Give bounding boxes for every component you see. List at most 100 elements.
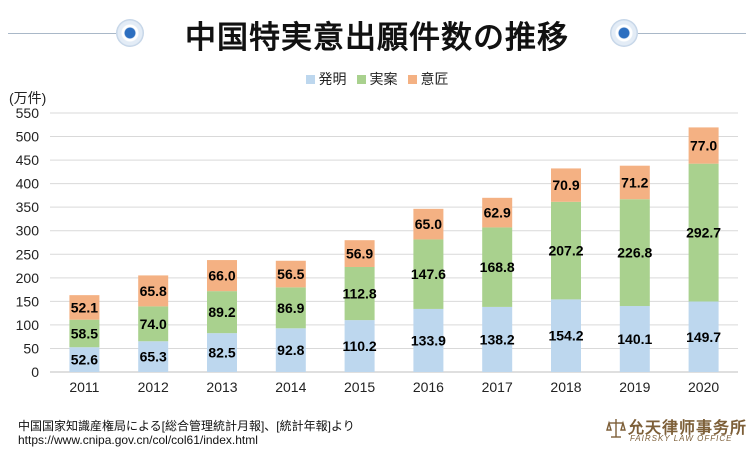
data-label-2012-series-2: 65.8 (140, 283, 167, 299)
data-label-2017-series-2: 62.9 (484, 205, 511, 221)
header: 中国特実意出願件数の推移 (0, 0, 754, 66)
data-label-2016-series-0: 133.9 (411, 332, 446, 348)
y-tick-label-400: 400 (16, 176, 40, 192)
y-tick-label-100: 100 (16, 317, 40, 333)
data-label-2015-series-0: 110.2 (342, 338, 376, 354)
legend-label-2: 意匠 (420, 71, 449, 87)
legend-label-0: 発明 (318, 71, 347, 87)
y-tick-label-250: 250 (16, 246, 40, 262)
bar-2017-series-2 (482, 197, 513, 228)
bar-2011-series-0 (69, 347, 100, 372)
firm-name-english: FAIRSKY LAW OFFICE (630, 434, 733, 443)
data-label-2015-series-2: 56.9 (346, 246, 373, 262)
bar-2012-series-0 (138, 341, 169, 372)
data-label-2017-series-0: 138.2 (480, 331, 515, 347)
bar-2014-series-0 (275, 328, 306, 372)
bar-2020-series-0 (688, 301, 719, 372)
source-url: https://www.cnipa.gov.cn/col/col61/index… (18, 433, 258, 447)
title-bullet-right-icon (610, 19, 638, 47)
data-label-2013-series-2: 66.0 (208, 268, 235, 284)
y-tick-label-300: 300 (16, 223, 40, 239)
bar-2019-series-0 (619, 306, 650, 372)
firm-logo: 允天律师事务所 FAIRSKY LAW OFFICE (606, 414, 748, 444)
bar-2020-series-1 (688, 163, 719, 302)
data-label-2018-series-1: 207.2 (548, 243, 583, 259)
bar-2013-series-0 (207, 333, 237, 372)
legend-swatch-1 (356, 75, 366, 84)
bar-2013-series-2 (207, 260, 237, 292)
stacked-bar-chart: 0 50 100 150 200 250 300 350 400 450 500 550 52.6 58.… (16, 105, 738, 395)
bar-2013-series-1 (207, 291, 237, 334)
legend-item-0: 発明 (305, 69, 347, 89)
legend-item-1: 実案 (356, 69, 398, 89)
x-tick-label-2014: 2014 (275, 379, 306, 395)
x-tick-label-2012: 2012 (138, 379, 169, 395)
data-label-2018-series-0: 154.2 (548, 328, 583, 344)
firm-name: 允天律师事务所 (628, 420, 748, 437)
bar-2019-series-1 (619, 199, 650, 307)
bar-2012-series-2 (138, 275, 169, 307)
data-label-2016-series-2: 65.0 (415, 216, 442, 232)
data-label-2015-series-1: 112.8 (342, 286, 376, 302)
data-label-2014-series-1: 86.9 (277, 300, 304, 316)
x-tick-label-2019: 2019 (619, 379, 650, 395)
legend-item-2: 意匠 (407, 69, 449, 89)
x-tick-label-2020: 2020 (688, 379, 719, 395)
bar-2016-series-0 (413, 308, 444, 372)
data-label-2014-series-2: 56.5 (277, 266, 304, 282)
bar-2016-series-2 (413, 208, 444, 240)
title-divider-right (638, 33, 746, 34)
data-label-2011-series-0: 52.6 (71, 352, 98, 368)
y-tick-label-200: 200 (16, 270, 40, 286)
data-label-2011-series-2: 52.1 (71, 299, 98, 315)
legend-label-1: 実案 (369, 71, 398, 87)
x-tick-label-2018: 2018 (550, 379, 581, 395)
data-label-2012-series-0: 65.3 (140, 349, 167, 365)
bar-2015-series-1 (344, 266, 375, 321)
title-bullet-left-icon (116, 19, 144, 47)
data-label-2017-series-1: 168.8 (480, 259, 515, 275)
data-label-2013-series-0: 82.5 (208, 345, 235, 361)
x-tick-label-2017: 2017 (482, 379, 513, 395)
bar-2012-series-1 (138, 306, 169, 342)
source-note: 中国国家知識産権局による[総合管理統計月報]、[統計年報]より (18, 419, 355, 433)
y-tick-label-50: 50 (23, 340, 39, 356)
x-tick-label-2015: 2015 (344, 379, 375, 395)
data-label-2019-series-0: 140.1 (617, 331, 652, 347)
x-tick-label-2016: 2016 (413, 379, 444, 395)
data-label-2013-series-1: 89.2 (208, 304, 235, 320)
y-tick-label-550: 550 (16, 105, 40, 121)
data-label-2019-series-2: 71.2 (621, 174, 648, 190)
data-label-2011-series-1: 58.5 (71, 325, 98, 341)
chart-legend: 発明 実案 意匠 (0, 69, 754, 89)
data-label-2020-series-0: 149.7 (686, 329, 721, 345)
legend-swatch-0 (305, 75, 315, 84)
y-tick-label-350: 350 (16, 199, 40, 215)
bar-2018-series-0 (551, 299, 581, 372)
y-tick-label-0: 0 (31, 364, 39, 380)
bar-2017-series-1 (482, 227, 513, 307)
bar-2016-series-1 (413, 239, 444, 309)
x-tick-label-2013: 2013 (206, 379, 237, 395)
bar-2017-series-0 (482, 306, 513, 372)
bar-2019-series-2 (619, 165, 650, 200)
scales-of-justice-icon (606, 419, 626, 438)
bar-2015-series-0 (344, 320, 375, 372)
chart-title: 中国特実意出願件数の推移 (185, 20, 569, 55)
bar-2018-series-2 (551, 168, 581, 202)
y-tick-label-500: 500 (16, 129, 40, 145)
bar-2011-series-1 (69, 319, 100, 348)
bar-2014-series-2 (275, 260, 306, 288)
data-label-2016-series-1: 147.6 (411, 266, 446, 282)
bar-2018-series-1 (551, 201, 581, 300)
data-label-2014-series-0: 92.8 (277, 342, 304, 358)
title-divider-left (8, 33, 116, 34)
bar-2020-series-2 (688, 127, 719, 164)
y-axis-unit: (万件) (9, 90, 47, 106)
data-label-2018-series-2: 70.9 (552, 177, 579, 193)
data-label-2012-series-1: 74.0 (140, 316, 167, 332)
x-tick-label-2011: 2011 (69, 379, 99, 395)
bar-2015-series-2 (344, 240, 375, 267)
bar-2011-series-2 (69, 295, 100, 320)
data-label-2020-series-1: 292.7 (686, 225, 721, 241)
